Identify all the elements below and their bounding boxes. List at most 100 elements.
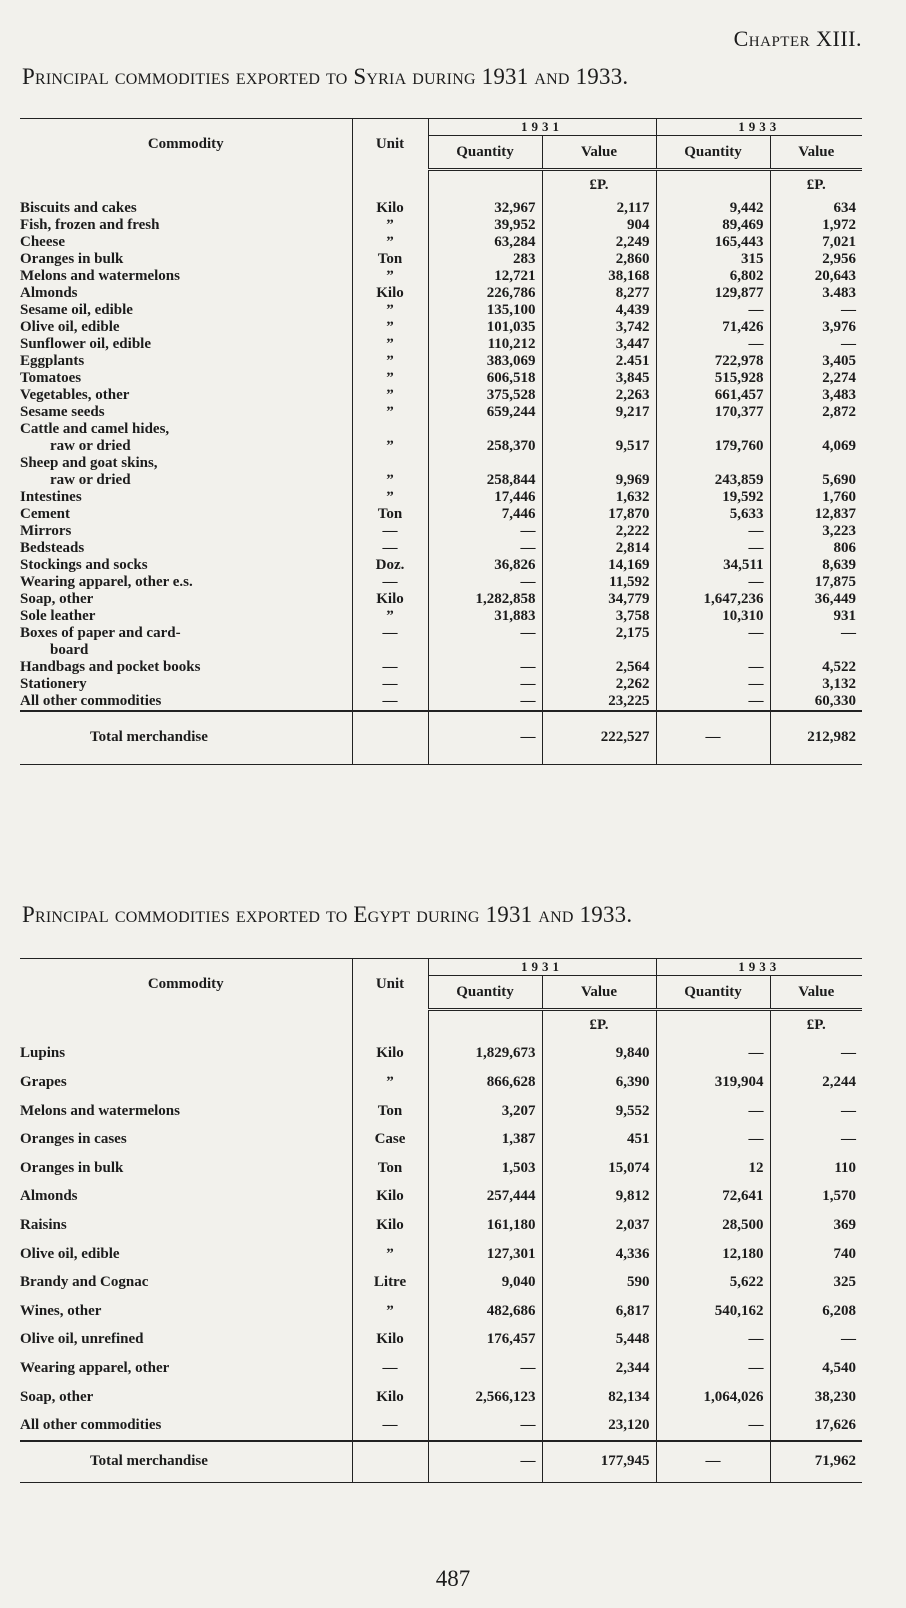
quantity-1933-cell: 1,647,236 bbox=[655, 590, 770, 608]
table-row: All other commodities — —23,120—17,626 bbox=[20, 1411, 862, 1441]
value-1931-cell: 2,117 bbox=[541, 199, 656, 217]
commodity-name: Olive oil, unrefined bbox=[20, 1326, 352, 1355]
commodity-name-line: board bbox=[50, 641, 89, 658]
unit-cell: Ton bbox=[351, 1153, 428, 1183]
quantity-1933-cell: — bbox=[655, 1354, 770, 1383]
commodity-name: Raisins bbox=[20, 1211, 352, 1240]
unit-cell: Kilo bbox=[351, 199, 428, 217]
table-row: Cattle and camel hides, raw or dried” 258,… bbox=[20, 420, 862, 455]
table-row: All other commodities — —23,225—60,330 bbox=[20, 692, 862, 711]
total-quantity-1931: — bbox=[427, 1439, 542, 1483]
value-1931-cell: 2,037 bbox=[541, 1211, 656, 1240]
value-1933-cell: 3,405 bbox=[769, 352, 862, 370]
quantity-1933-cell: — bbox=[655, 658, 770, 676]
table-row: Sole leather ” 31,883 3,758 10,310 931 bbox=[20, 607, 862, 625]
value-1931-cell: 3,758 bbox=[541, 607, 656, 625]
value-1931-cell: 2,263 bbox=[541, 386, 656, 404]
value-1931-cell: 82,134 bbox=[541, 1382, 656, 1412]
unit-cell: ” bbox=[351, 369, 428, 387]
quantity-1933-cell: 243,859 bbox=[655, 454, 770, 489]
quantity-1933-cell: — bbox=[655, 573, 770, 591]
value-1931-cell: 2,249 bbox=[541, 233, 656, 251]
table-row: Cheese ” 63,284 2,249 165,443 7,021 bbox=[20, 233, 862, 251]
unit-cell: — bbox=[351, 1411, 428, 1441]
commodity-name: Olive oil, edible bbox=[20, 1240, 352, 1269]
table-row: Oranges in bulk Ton 1,503 15,074 12 110 bbox=[20, 1153, 862, 1183]
commodity-name: Sheep and goat skins, raw or dried bbox=[20, 455, 352, 489]
table-row: Fish, frozen and fresh ” 39,952 904 89,469 1,… bbox=[20, 216, 862, 234]
table-row: Wines, other ” 482,686 6,817 540,162 6,208 bbox=[20, 1296, 862, 1326]
value-1931-cell: 5,448 bbox=[541, 1325, 656, 1355]
unit-cell: — bbox=[351, 573, 428, 591]
quantity-1931-cell: — bbox=[427, 675, 542, 693]
quantity-1931-cell: 36,826 bbox=[427, 556, 542, 574]
value-1931-cell: 9,840 bbox=[541, 1039, 656, 1069]
commodity-name-line: Sunflower oil, edible bbox=[20, 335, 151, 352]
commodity-name-line: Brandy and Cognac bbox=[20, 1274, 149, 1291]
quantity-1933-cell: 170,377 bbox=[655, 403, 770, 421]
value-1931-cell: 2,344 bbox=[541, 1354, 656, 1383]
year-1931-header: 1931 bbox=[427, 118, 656, 136]
table-row: Biscuits and cakes Kilo 32,967 2,117 9,442 63… bbox=[20, 199, 862, 217]
year-1931-header: 1931 bbox=[427, 958, 656, 976]
value-1933-cell: 8,639 bbox=[769, 556, 862, 574]
quantity-1931-cell: 31,883 bbox=[427, 607, 542, 625]
commodity-name: Melons and watermelons bbox=[20, 1097, 352, 1126]
currency-label: £P. bbox=[769, 169, 862, 200]
value-1931-cell: 904 bbox=[541, 216, 656, 234]
unit-cell: ” bbox=[351, 1068, 428, 1097]
commodity-name-line: Melons and watermelons bbox=[20, 267, 180, 284]
table-row: Stationery — —2,262—3,132 bbox=[20, 675, 862, 693]
commodity-name-line: Olive oil, edible bbox=[20, 318, 120, 335]
value-1931-cell: 2,175 bbox=[541, 624, 656, 659]
value-header: Value bbox=[769, 975, 862, 1011]
unit-cell: Kilo bbox=[351, 284, 428, 302]
value-1933-cell: 325 bbox=[769, 1268, 862, 1297]
quantity-1931-cell: — bbox=[427, 1411, 542, 1441]
table-row: Oranges in bulk Ton 283 2,860 315 2,956 bbox=[20, 250, 862, 268]
value-1931-cell: 3,742 bbox=[541, 318, 656, 336]
quantity-1933-cell: — bbox=[655, 335, 770, 353]
value-1931-cell: 1,632 bbox=[541, 488, 656, 506]
quantity-1931-cell: 283 bbox=[427, 250, 542, 268]
value-1933-cell: 60,330 bbox=[769, 692, 862, 711]
table-row: Mirrors — —2,222—3,223 bbox=[20, 522, 862, 540]
quantity-1933-cell: 9,442 bbox=[655, 199, 770, 217]
value-1933-cell: 38,230 bbox=[769, 1382, 862, 1412]
quantity-1933-cell: 315 bbox=[655, 250, 770, 268]
commodity-name-line: Vegetables, other bbox=[20, 386, 130, 403]
quantity-1931-cell: 135,100 bbox=[427, 301, 542, 319]
value-1931-cell: 2,262 bbox=[541, 675, 656, 693]
unit-cell: Case bbox=[351, 1125, 428, 1154]
quantity-1931-cell: — bbox=[427, 522, 542, 540]
commodity-name-line: Sesame oil, edible bbox=[20, 301, 133, 318]
commodity-name-line: raw or dried bbox=[50, 471, 131, 488]
quantity-1933-cell: 10,310 bbox=[655, 607, 770, 625]
commodity-name-line: Boxes of paper and card- bbox=[20, 624, 181, 641]
commodity-name-line: Biscuits and cakes bbox=[20, 199, 137, 216]
value-1933-cell: — bbox=[769, 1125, 862, 1154]
value-1933-cell: 5,690 bbox=[769, 454, 862, 489]
commodity-name: Melons and watermelons bbox=[20, 268, 352, 285]
value-1933-cell: 740 bbox=[769, 1239, 862, 1269]
commodity-name: Intestines bbox=[20, 489, 352, 506]
quantity-1933-cell: — bbox=[655, 539, 770, 557]
quantity-1933-cell: — bbox=[655, 1039, 770, 1069]
commodity-name-line: Sesame seeds bbox=[20, 403, 105, 420]
quantity-1933-cell: — bbox=[655, 692, 770, 711]
value-1933-cell: 4,522 bbox=[769, 658, 862, 676]
commodity-name: Boxes of paper and card-board bbox=[20, 625, 352, 659]
commodity-name-line: Cement bbox=[20, 505, 70, 522]
unit-cell: ” bbox=[351, 386, 428, 404]
unit-cell: ” bbox=[351, 352, 428, 370]
value-1931-cell: 2,222 bbox=[541, 522, 656, 540]
commodity-name: Almonds bbox=[20, 285, 352, 302]
table-row: Tomatoes ” 606,518 3,845 515,928 2,274 bbox=[20, 369, 862, 387]
total-value-1931: 222,527 bbox=[541, 709, 656, 764]
value-1933-cell: 4,069 bbox=[769, 420, 862, 455]
value-1931-cell: 2,860 bbox=[541, 250, 656, 268]
commodity-name: Vegetables, other bbox=[20, 387, 352, 404]
commodity-name-line: Grapes bbox=[20, 1073, 67, 1090]
unit-cell: ” bbox=[351, 488, 428, 506]
value-1933-cell: — bbox=[769, 1039, 862, 1069]
